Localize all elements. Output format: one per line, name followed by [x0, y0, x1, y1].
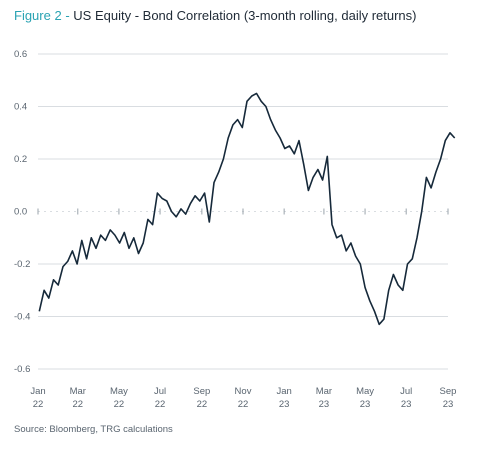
chart-title: Figure 2 - US Equity - Bond Correlation … [14, 8, 417, 23]
x-tick-year-label: 23 [443, 399, 454, 410]
y-tick-label: 0.4 [14, 102, 27, 113]
x-tick-month-label: Jul [400, 386, 412, 397]
figure-label: Figure 2 [14, 8, 62, 23]
x-tick-year-label: 22 [197, 399, 208, 410]
x-axis-ticks: Jan 22 Mar 22 May 22 Jul 22 Sep 22 Nov 22 Jan 23 Mar 23… [30, 208, 457, 410]
x-tick-year-label: 22 [33, 399, 44, 410]
x-tick-month-label: May [110, 386, 128, 397]
correlation-line-chart: 0.6 0.4 0.2 0.0 -0.2 -0.4 -0.6 Jan 22 Mar 22 May 22… [14, 49, 457, 410]
x-tick-month-label: Mar [70, 386, 86, 397]
x-tick-month-label: Jul [154, 386, 166, 397]
title-text: US Equity - Bond Correlation (3-month ro… [73, 8, 417, 23]
series-line [38, 92, 456, 326]
x-tick-year-label: 23 [319, 399, 330, 410]
source-note: Source: Bloomberg, TRG calculations [14, 424, 173, 435]
x-tick-month-label: Mar [316, 386, 332, 397]
y-tick-label: -0.6 [14, 364, 30, 375]
x-tick-month-label: Jan [276, 386, 291, 397]
title-separator: - [65, 8, 70, 23]
y-tick-label: -0.2 [14, 259, 30, 270]
x-tick-year-label: 23 [279, 399, 290, 410]
y-tick-label: 0.0 [14, 207, 27, 218]
y-axis-ticks: 0.6 0.4 0.2 0.0 -0.2 -0.4 -0.6 [14, 49, 30, 375]
x-tick-year-label: 22 [238, 399, 249, 410]
x-tick-year-label: 22 [114, 399, 125, 410]
x-tick-month-label: Sep [193, 386, 210, 397]
x-tick-year-label: 22 [155, 399, 166, 410]
x-tick-year-label: 22 [72, 399, 83, 410]
y-tick-label: -0.4 [14, 312, 30, 323]
x-tick-year-label: 23 [401, 399, 412, 410]
x-tick-month-label: Jan [30, 386, 45, 397]
x-tick-month-label: Sep [440, 386, 457, 397]
y-tick-label: 0.6 [14, 49, 27, 60]
x-tick-year-label: 23 [360, 399, 371, 410]
y-tick-label: 0.2 [14, 154, 27, 165]
x-tick-month-label: Nov [235, 386, 252, 397]
series-group [38, 92, 456, 326]
x-tick-month-label: May [356, 386, 374, 397]
